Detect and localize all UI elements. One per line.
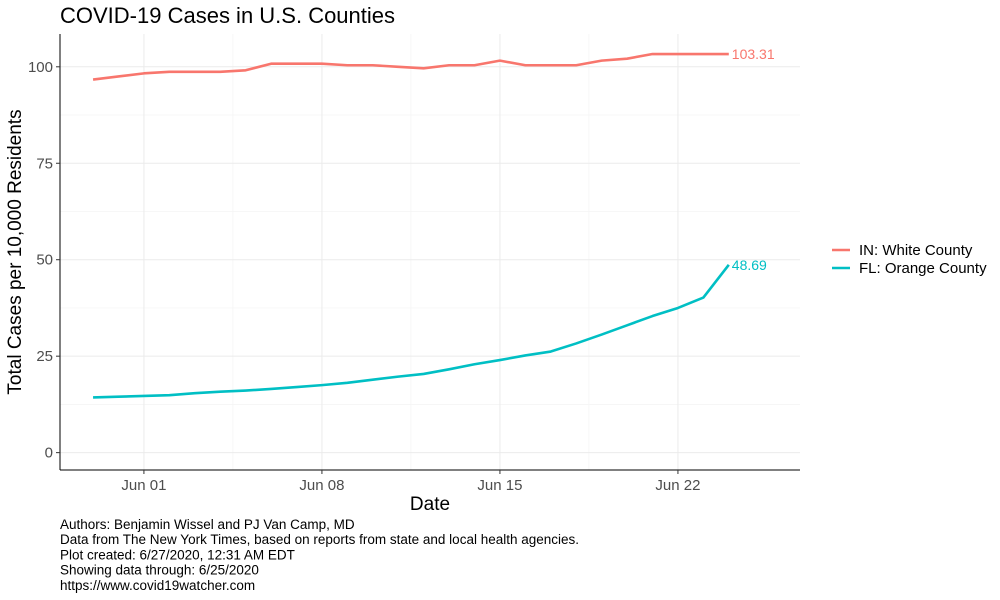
caption-line: Data from The New York Times, based on r… xyxy=(60,532,579,547)
series-line-2 xyxy=(93,263,730,399)
x-tick-label: Jun 15 xyxy=(477,477,522,494)
grid xyxy=(60,34,800,470)
x-tick-label: Jun 01 xyxy=(121,477,166,494)
legend-label: IN: White County xyxy=(859,242,973,259)
caption-line: Authors: Benjamin Wissel and PJ Van Camp… xyxy=(60,517,355,532)
caption-line: Plot created: 6/27/2020, 12:31 AM EDT xyxy=(60,547,295,562)
end-labels: 103.31 48.69 xyxy=(732,46,775,273)
x-axis-title: Date xyxy=(410,494,450,515)
end-value-label: 48.69 xyxy=(732,257,767,273)
y-tick-label: 0 xyxy=(45,445,53,462)
y-tick-label: 25 xyxy=(36,348,53,365)
y-tick-label: 50 xyxy=(36,252,53,269)
legend-label: FL: Orange County xyxy=(859,260,987,277)
end-value-label: 103.31 xyxy=(732,46,775,62)
y-tick-label: 75 xyxy=(36,155,53,172)
caption: Authors: Benjamin Wissel and PJ Van Camp… xyxy=(60,517,579,593)
y-tick-label: 100 xyxy=(28,59,53,76)
caption-line: Showing data through: 6/25/2020 xyxy=(60,563,259,578)
axes: 0 25 50 75 100 Jun 01 Jun 08 Jun 15 Jun 22 xyxy=(28,34,800,494)
chart-title: COVID-19 Cases in U.S. Counties xyxy=(60,3,395,28)
series-lines xyxy=(92,52,730,399)
x-tick-label: Jun 22 xyxy=(655,477,700,494)
y-axis-title: Total Cases per 10,000 Residents xyxy=(5,109,26,394)
series-line-1 xyxy=(92,52,729,81)
x-tick-label: Jun 08 xyxy=(299,477,344,494)
caption-line: https://www.covid19watcher.com xyxy=(60,578,255,593)
